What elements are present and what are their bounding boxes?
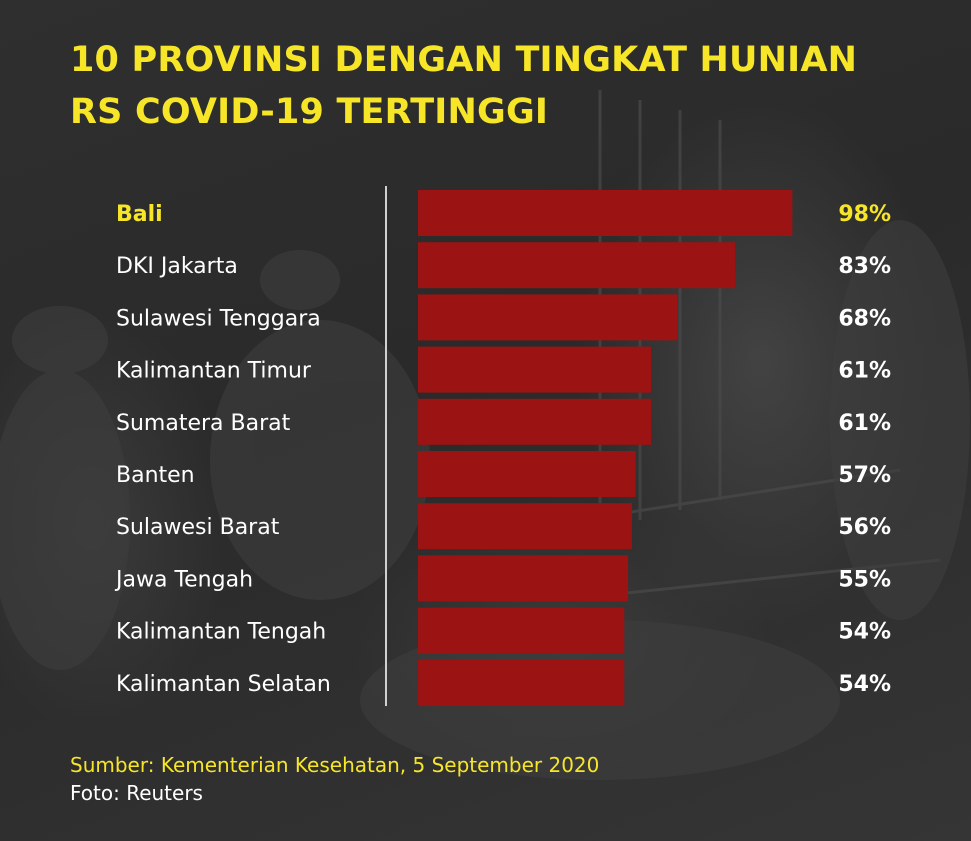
- bar: [418, 294, 678, 341]
- value-label: 98%: [838, 202, 891, 227]
- category-label: Sumatera Barat: [116, 411, 291, 436]
- chart-title: 10 PROVINSI DENGAN TINGKAT HUNIAN RS COV…: [70, 34, 857, 138]
- bar: [418, 555, 629, 602]
- category-label: Sulawesi Barat: [116, 515, 280, 540]
- bar: [418, 503, 632, 550]
- value-label: 56%: [838, 515, 891, 540]
- category-label: Kalimantan Timur: [116, 359, 312, 384]
- value-label: 61%: [838, 411, 891, 436]
- value-label: 83%: [838, 254, 891, 279]
- category-label: Kalimantan Tengah: [116, 620, 326, 645]
- category-label: Kalimantan Selatan: [116, 672, 331, 697]
- title-line-1: 10 PROVINSI DENGAN TINGKAT HUNIAN: [70, 40, 858, 80]
- category-label: Sulawesi Tenggara: [116, 306, 321, 331]
- bar: [418, 346, 652, 393]
- category-label: Banten: [116, 463, 195, 488]
- bar: [418, 607, 625, 654]
- source-note: Sumber: Kementerian Kesehatan, 5 Septemb…: [70, 753, 600, 777]
- category-label: DKI Jakarta: [116, 254, 238, 279]
- bar: [418, 451, 636, 497]
- value-label: 68%: [838, 306, 891, 331]
- value-label: 54%: [838, 620, 891, 645]
- bar: [418, 398, 652, 445]
- value-label: 55%: [838, 567, 891, 592]
- bar: [418, 242, 736, 289]
- photo-credit: Foto: Reuters: [70, 781, 203, 805]
- category-label: Jawa Tengah: [114, 567, 253, 592]
- bar: [418, 190, 793, 236]
- value-label: 61%: [838, 359, 891, 384]
- category-label: Bali: [116, 202, 163, 227]
- value-label: 54%: [838, 672, 891, 697]
- title-line-2: RS COVID-19 TERTINGGI: [70, 92, 549, 132]
- value-label: 57%: [838, 463, 891, 488]
- bar: [418, 659, 625, 706]
